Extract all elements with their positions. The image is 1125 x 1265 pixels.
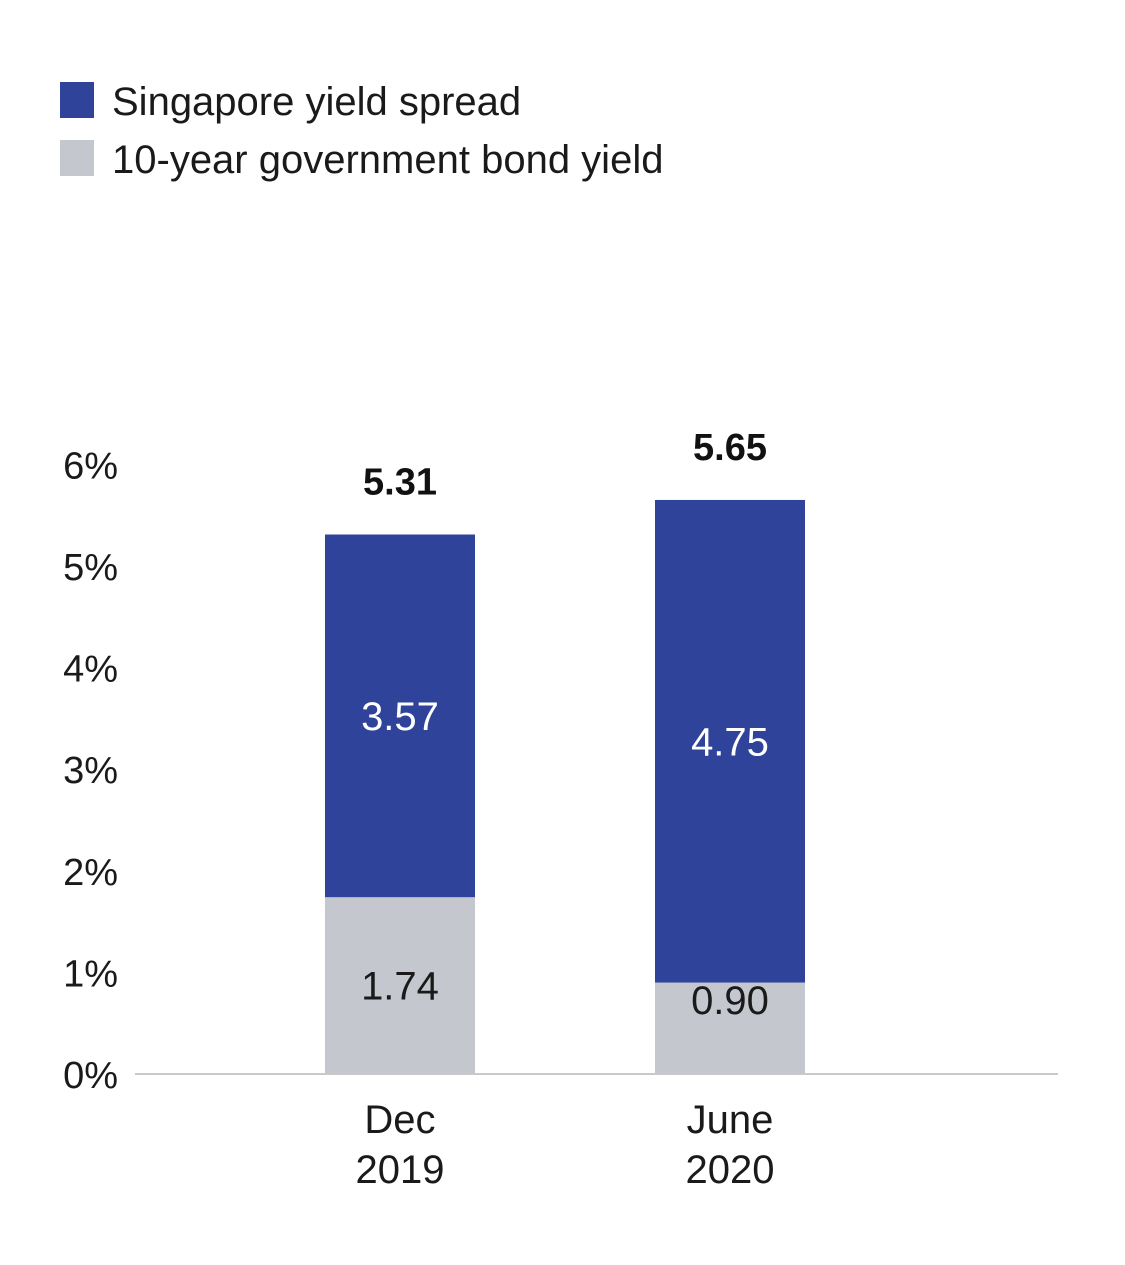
bar-total-label: 5.65 (693, 427, 767, 469)
bars: 1.74 3.57 5.31 0.90 4.75 5.65 (325, 427, 805, 1074)
y-tick-label: 2% (63, 852, 118, 894)
bar-segment-bond-yield (325, 897, 475, 1074)
legend-label: Singapore yield spread (112, 80, 521, 124)
bar-value-label: 3.57 (361, 695, 439, 739)
y-tick-label: 6% (63, 445, 118, 487)
bar-total-label: 5.31 (363, 462, 437, 504)
x-tick-label: June (687, 1098, 774, 1142)
bar-value-label: 4.75 (691, 720, 769, 764)
bar-value-label: 0.90 (691, 979, 769, 1023)
y-tick-label: 1% (63, 953, 118, 995)
x-tick-label: 2020 (686, 1148, 775, 1192)
legend: Singapore yield spread 10-year government… (60, 80, 663, 182)
y-tick-label: 5% (63, 547, 118, 589)
legend-label: 10-year government bond yield (112, 138, 663, 182)
y-tick-label: 3% (63, 750, 118, 792)
x-tick-label: Dec (364, 1098, 435, 1142)
y-axis: 0% 1% 2% 3% 4% 5% 6% (63, 445, 118, 1097)
bar-segment-yield-spread (325, 534, 475, 898)
bar-value-label: 1.74 (361, 965, 439, 1009)
legend-swatch-yield-spread (60, 82, 94, 118)
x-axis: Dec 2019 June 2020 (356, 1098, 775, 1192)
legend-swatch-bond-yield (60, 140, 94, 176)
bar-segment-yield-spread (655, 499, 805, 983)
y-tick-label: 0% (63, 1055, 118, 1097)
x-tick-label: 2019 (356, 1148, 445, 1192)
bar-segment-bond-yield (655, 982, 805, 1074)
y-tick-label: 4% (63, 649, 118, 691)
